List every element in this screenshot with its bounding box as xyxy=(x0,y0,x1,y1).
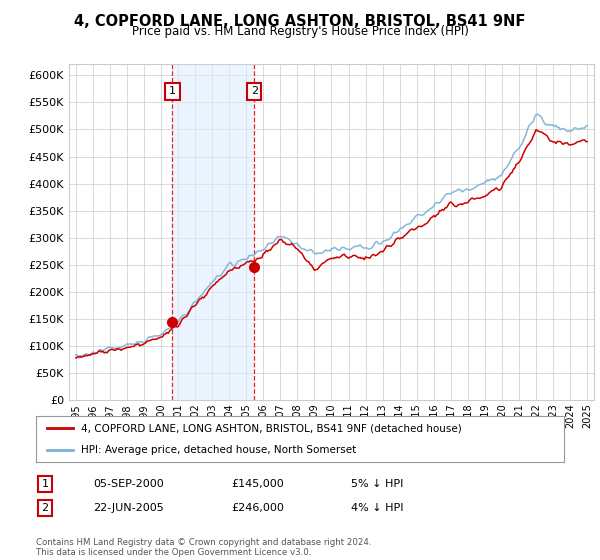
Text: 4, COPFORD LANE, LONG ASHTON, BRISTOL, BS41 9NF (detached house): 4, COPFORD LANE, LONG ASHTON, BRISTOL, B… xyxy=(81,423,461,433)
Text: 2: 2 xyxy=(251,86,258,96)
Text: Contains HM Land Registry data © Crown copyright and database right 2024.
This d: Contains HM Land Registry data © Crown c… xyxy=(36,538,371,557)
Text: Price paid vs. HM Land Registry's House Price Index (HPI): Price paid vs. HM Land Registry's House … xyxy=(131,25,469,38)
Text: 4% ↓ HPI: 4% ↓ HPI xyxy=(351,503,404,513)
Text: 1: 1 xyxy=(41,479,49,489)
Bar xyxy=(172,64,254,400)
Text: HPI: Average price, detached house, North Somerset: HPI: Average price, detached house, Nort… xyxy=(81,445,356,455)
Text: 22-JUN-2005: 22-JUN-2005 xyxy=(93,503,164,513)
Text: £246,000: £246,000 xyxy=(231,503,284,513)
Text: 4, COPFORD LANE, LONG ASHTON, BRISTOL, BS41 9NF: 4, COPFORD LANE, LONG ASHTON, BRISTOL, B… xyxy=(74,14,526,29)
Text: £145,000: £145,000 xyxy=(231,479,284,489)
Text: 5% ↓ HPI: 5% ↓ HPI xyxy=(351,479,403,489)
Text: 05-SEP-2000: 05-SEP-2000 xyxy=(93,479,164,489)
Text: 2: 2 xyxy=(41,503,49,513)
Text: 1: 1 xyxy=(169,86,176,96)
